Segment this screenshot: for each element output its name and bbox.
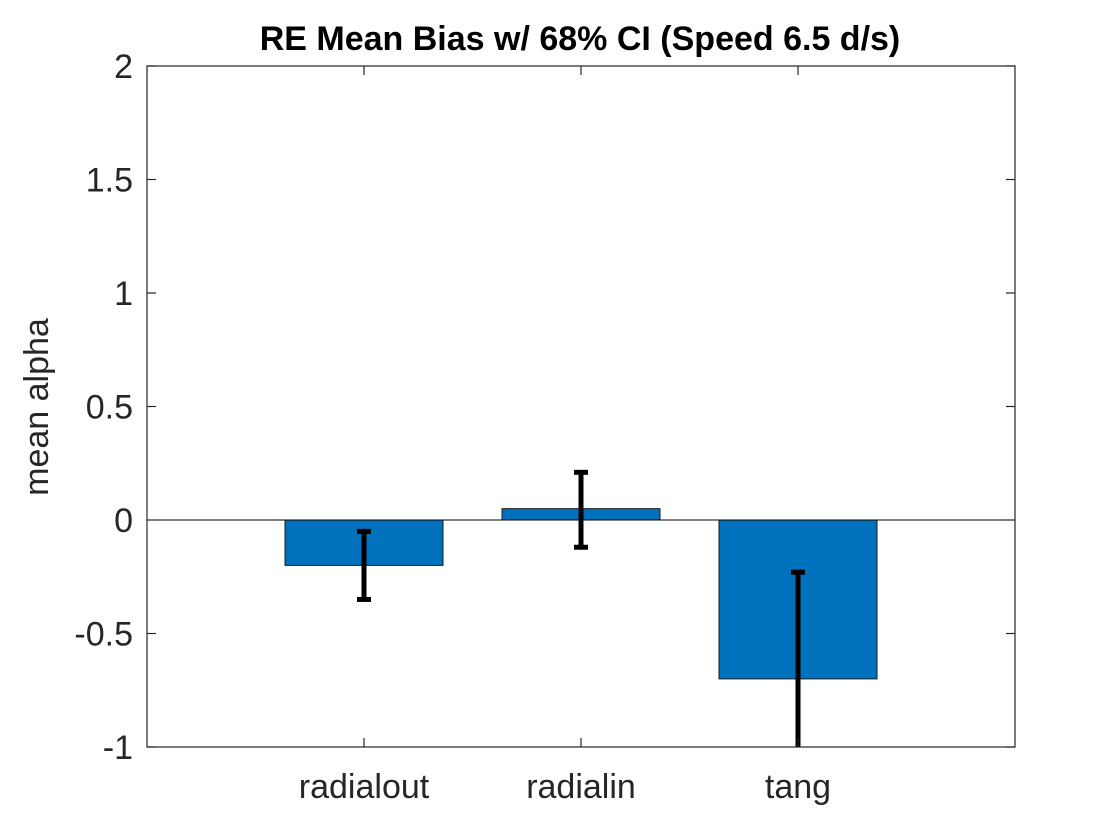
plot-area: -1 -0.5 0 0.5 1 1.5 2 radialout radialin tang <box>74 48 1016 806</box>
y-tick-label: 0.5 <box>86 389 133 427</box>
y-tick-label: 1 <box>114 275 133 313</box>
x-tick-label: radialout <box>299 768 430 806</box>
axes-box <box>146 65 1016 748</box>
chart-title: RE Mean Bias w/ 68% CI (Speed 6.5 d/s) <box>260 20 901 58</box>
x-tick-label: tang <box>765 768 831 806</box>
y-tick-label: -1 <box>103 729 133 767</box>
x-tick-label: radialin <box>526 768 636 806</box>
y-tick-label: 1.5 <box>86 162 133 200</box>
y-tick-label: 2 <box>114 48 133 86</box>
y-axis-label: mean alpha <box>18 318 56 496</box>
y-tick-label: -0.5 <box>74 616 133 654</box>
y-tick-label: 0 <box>114 502 133 540</box>
